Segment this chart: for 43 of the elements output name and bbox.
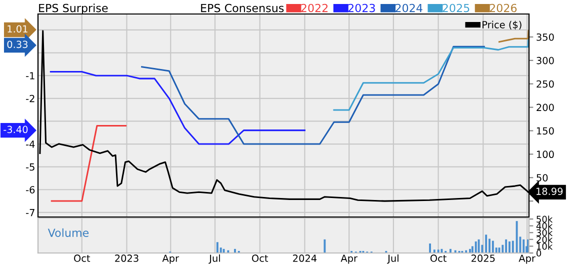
y-tick-label: -7 xyxy=(26,209,34,216)
y2-tick-label: 200 xyxy=(536,104,554,112)
legend-title: EPS Consensus xyxy=(201,4,284,12)
x-tick-label: Jul xyxy=(208,254,220,264)
data-label: 18.99 xyxy=(536,188,563,195)
y-axis-title: EPS Surprise xyxy=(39,4,108,14)
legend-label: Price ($) xyxy=(482,20,522,30)
legend-label: 2022 xyxy=(301,4,328,12)
y2-tick-label: 100 xyxy=(537,150,554,158)
line-series xyxy=(50,70,306,145)
x-tick-label: Jul xyxy=(387,254,398,264)
y2-tick-label: 250 xyxy=(536,80,554,88)
x-tick-label: Oct xyxy=(74,254,90,262)
x-tick-label: Oct xyxy=(430,254,446,262)
y-tick-label: 50k xyxy=(536,216,553,223)
y2-tick-label: 300 xyxy=(536,56,554,64)
y-tick-label: 20k xyxy=(536,236,553,243)
y-tick-label: -6 xyxy=(26,186,35,194)
y-tick-label: 40k xyxy=(536,222,553,230)
y2-tick-label: 350 xyxy=(536,33,554,41)
x-tick-label: 2023 xyxy=(115,254,138,262)
y-tick-label: -2 xyxy=(26,94,34,102)
x-tick-label: Apr xyxy=(518,254,536,264)
legend-label: 2025 xyxy=(442,4,470,12)
line-series xyxy=(141,46,485,145)
y-tick-label: -5 xyxy=(26,163,34,171)
y-tick-label: 30k xyxy=(536,229,553,236)
y-tick-label: 10k xyxy=(536,242,553,250)
y2-tick-label: 150 xyxy=(537,127,554,135)
y-tick-label: 0 xyxy=(536,250,542,257)
y2-tick-label: 50 xyxy=(536,174,548,182)
y-tick-label: -1 xyxy=(26,72,34,80)
legend-label: 2024 xyxy=(396,4,422,12)
x-tick-label: 2025 xyxy=(472,254,495,262)
annotation: 0.33 xyxy=(7,40,28,48)
x-tick-label: Apr xyxy=(162,254,180,264)
text: Volume xyxy=(48,228,89,237)
annotation: -3.40 xyxy=(4,126,28,134)
x-tick-label: Apr xyxy=(340,254,358,264)
x-tick-label: 2024 xyxy=(293,254,317,262)
annotation: 1.01 xyxy=(8,25,28,33)
y-tick-label: -4 xyxy=(26,140,35,148)
x-tick-label: Oct xyxy=(252,254,268,262)
